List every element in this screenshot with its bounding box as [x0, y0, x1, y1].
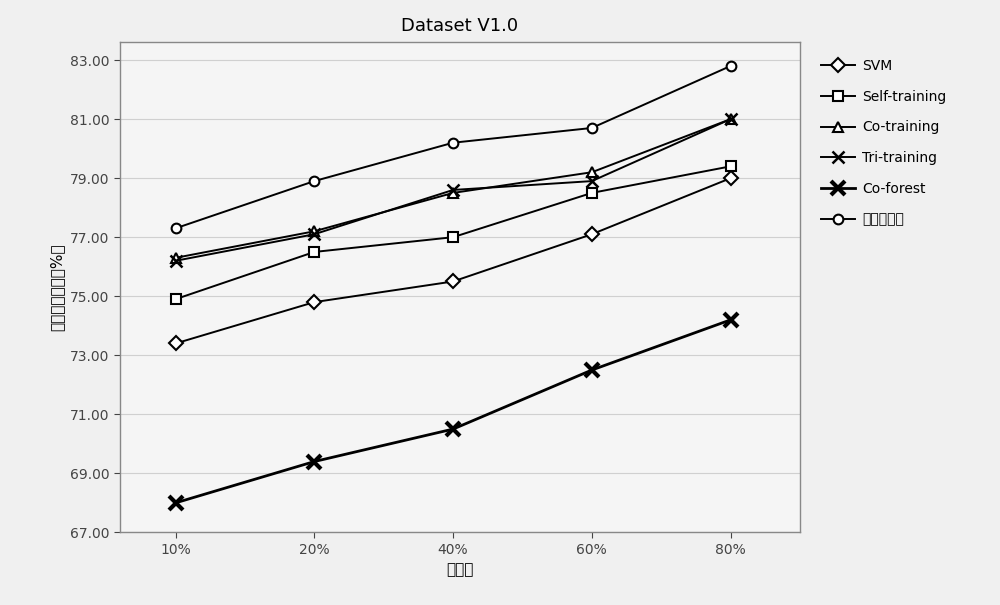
Co-forest — [725, 316, 737, 324]
Co-forest — [170, 499, 182, 506]
SVM — [170, 340, 182, 347]
X-axis label: 抄样率: 抄样率 — [446, 563, 474, 577]
Line: Self-training: Self-training — [171, 162, 735, 304]
Tri-training — [586, 177, 598, 185]
Co-training — [725, 116, 737, 123]
Co-forest — [586, 367, 598, 374]
SVM — [308, 298, 320, 306]
Y-axis label: 平均分类精度（%）: 平均分类精度（%） — [49, 244, 64, 331]
Line: Co-training: Co-training — [171, 114, 735, 263]
本发明方法 — [308, 177, 320, 185]
本发明方法 — [586, 125, 598, 132]
Tri-training — [725, 116, 737, 123]
Self-training — [447, 234, 459, 241]
SVM — [725, 174, 737, 182]
Co-forest — [447, 425, 459, 433]
Co-training — [586, 169, 598, 176]
Self-training — [725, 163, 737, 170]
Co-training — [170, 254, 182, 261]
Tri-training — [170, 257, 182, 264]
Co-forest — [308, 458, 320, 465]
Line: SVM: SVM — [171, 173, 735, 348]
Title: Dataset V1.0: Dataset V1.0 — [401, 17, 519, 35]
本发明方法 — [447, 139, 459, 146]
Line: 本发明方法: 本发明方法 — [171, 61, 735, 233]
SVM — [586, 231, 598, 238]
本发明方法 — [170, 224, 182, 232]
Co-training — [308, 227, 320, 235]
Self-training — [308, 248, 320, 255]
SVM — [447, 278, 459, 285]
Line: Co-forest: Co-forest — [169, 313, 738, 510]
Self-training — [170, 296, 182, 303]
Tri-training — [308, 231, 320, 238]
本发明方法 — [725, 62, 737, 70]
Legend: SVM, Self-training, Co-training, Tri-training, Co-forest, 本发明方法: SVM, Self-training, Co-training, Tri-tra… — [821, 59, 946, 226]
Self-training — [586, 189, 598, 197]
Tri-training — [447, 186, 459, 194]
Line: Tri-training: Tri-training — [170, 114, 736, 266]
Co-training — [447, 189, 459, 197]
